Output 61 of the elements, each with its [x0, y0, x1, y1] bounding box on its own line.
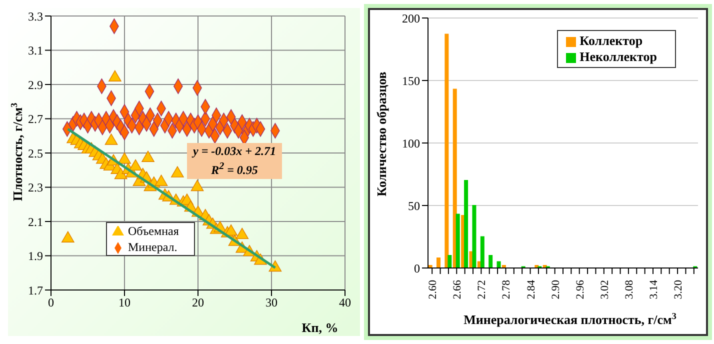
annotation: y = -0.03x + 2.71	[193, 144, 276, 159]
x-tick-label: 2.78	[500, 280, 513, 300]
x-tick-label: 2.96	[574, 280, 586, 300]
y-tick-label: 100	[402, 136, 420, 150]
bar	[488, 255, 493, 268]
point	[61, 231, 74, 242]
x-tick-label: 20	[192, 296, 204, 310]
y-tick-label: 2.3	[28, 180, 43, 195]
legend-label: Неколлектор	[580, 49, 657, 64]
point	[224, 224, 238, 236]
y-axis-title: Количество образцов	[374, 72, 389, 196]
bar	[472, 205, 476, 268]
y-tick-label: 1.9	[28, 249, 43, 264]
x-axis-title: Кп, %	[302, 320, 338, 335]
point	[190, 180, 204, 192]
point	[129, 159, 142, 171]
annotation: R$^{2}$ = 0.95	[210, 160, 259, 178]
x-tick-label: 40	[339, 296, 351, 310]
point	[108, 70, 122, 82]
y-tick-label: 3.3	[28, 9, 43, 24]
point	[118, 152, 131, 164]
y-tick-label: 2.1	[28, 214, 43, 229]
x-tick-label: 3.02	[598, 280, 611, 300]
y-tick-label: 2.9	[28, 78, 43, 92]
y-tick-label: 50	[408, 198, 420, 213]
y-tick-label: 200	[402, 11, 420, 26]
x-tick-label: 0	[48, 296, 54, 310]
legend-label: Объемная	[128, 224, 179, 238]
bar	[444, 34, 449, 268]
legend-label: Коллектор	[580, 33, 643, 48]
y-tick-label: 3.1	[28, 44, 43, 58]
point	[236, 228, 249, 240]
bar	[448, 255, 452, 268]
bar	[452, 88, 457, 268]
bar	[436, 258, 440, 268]
x-tick-label: 3.08	[623, 280, 636, 300]
x-tick-label: 2.90	[550, 280, 562, 300]
point	[170, 166, 184, 178]
y-tick-label: 150	[402, 74, 420, 88]
bar	[496, 261, 501, 268]
x-tick-label: 2.72	[476, 280, 488, 300]
point	[114, 168, 128, 180]
legend-label: Минерал.	[128, 240, 178, 254]
bar	[464, 180, 468, 268]
x-tick-label: 2.60	[427, 280, 440, 300]
bar	[456, 214, 460, 268]
x-tick-label: 3.14	[648, 280, 660, 300]
x-axis-title: Минералогическая плотность, г/см$^{3}$	[464, 311, 677, 327]
point	[154, 174, 168, 186]
x-tick-label: 2.84	[525, 280, 538, 300]
y-tick-label: 2.5	[28, 146, 43, 160]
point	[104, 134, 118, 145]
y-tick-label: 2.7	[28, 112, 43, 126]
x-tick-label: 2.66	[452, 280, 464, 300]
point	[142, 150, 154, 162]
x-tick-label: 30	[266, 296, 278, 310]
y-tick-label: 1.7	[28, 283, 43, 298]
bar	[480, 236, 484, 268]
x-tick-label: 10	[118, 296, 130, 310]
x-tick-label: 3.20	[672, 280, 685, 300]
y-tick-label: 0	[414, 261, 420, 276]
